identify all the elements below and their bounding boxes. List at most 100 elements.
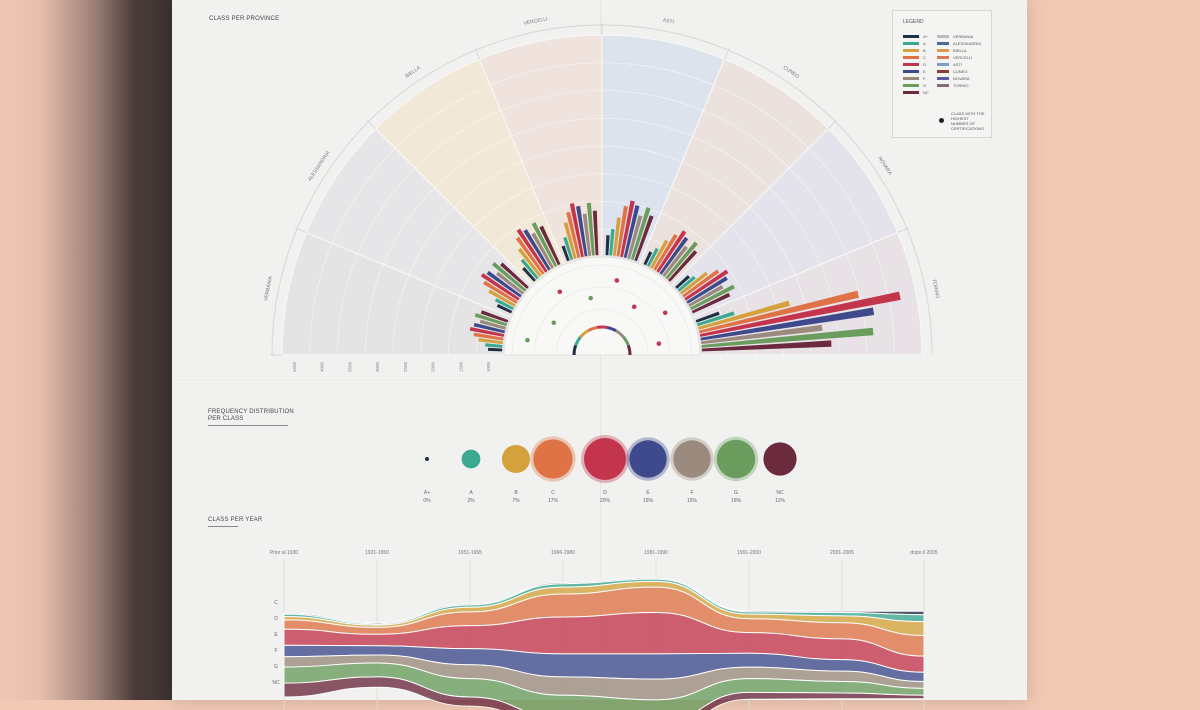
province-label: CUNEO <box>782 65 800 80</box>
legend-province-label: TORINO <box>953 83 968 88</box>
legend-class-label: D <box>923 62 926 67</box>
sector-tick <box>367 120 375 128</box>
dominant-class-dot <box>615 278 620 283</box>
legend-province-item: ALESSANDRIA <box>937 40 981 46</box>
period-label: 2001-2005 <box>830 550 854 556</box>
province-label: NOVARA <box>876 156 893 177</box>
class-name: C <box>533 489 573 497</box>
dominant-class-dot <box>663 310 668 315</box>
class-percent: 2% <box>451 497 491 505</box>
class-frequency-label: A+0% <box>407 489 447 505</box>
class-percent: 0% <box>407 497 447 505</box>
legend-swatch <box>903 84 919 87</box>
stream-class-letter: NC <box>272 680 280 686</box>
class-bubble <box>629 440 666 477</box>
province-label: TORINO <box>931 279 941 299</box>
axis-tick-label: 3500 <box>347 361 352 372</box>
class-name: D <box>585 489 625 497</box>
legend-swatch <box>937 49 949 52</box>
legend-class-item: E <box>903 68 926 74</box>
legend-class-label: NC <box>923 90 929 95</box>
legend-swatch <box>937 42 949 45</box>
legend-swatch <box>903 77 919 80</box>
background-shadow <box>0 0 172 700</box>
legend-province-label: ASTI <box>953 62 962 67</box>
legend-class-item: C <box>903 54 926 60</box>
axis-tick-label: 3000 <box>375 361 380 372</box>
legend-class-label: A <box>923 41 926 46</box>
sector-tick <box>828 120 836 128</box>
dominant-class-dot <box>657 341 662 346</box>
legend-swatch <box>903 42 919 45</box>
class-name: G <box>716 489 756 497</box>
class-name: E <box>628 489 668 497</box>
class-name: A <box>451 489 491 497</box>
legend-class-item: A <box>903 40 926 46</box>
legend-province-item: VERCELLI <box>937 54 972 60</box>
legend-swatch <box>903 63 919 66</box>
class-percent: 7% <box>496 497 536 505</box>
legend-province-item: VERBANIA <box>937 33 973 39</box>
axis-tick-label: 4000 <box>320 361 325 372</box>
legend-class-item: D <box>903 61 926 67</box>
legend-class-label: C <box>923 55 926 60</box>
legend-province-item: ASTI <box>937 61 962 67</box>
legend-class-label: E <box>923 69 926 74</box>
legend-province-label: CUNEO <box>953 69 967 74</box>
legend-class-item: NC <box>903 89 929 95</box>
legend-class-item: G <box>903 82 926 88</box>
section-rule <box>208 425 288 426</box>
class-percent: 15% <box>628 497 668 505</box>
province-label: VERBANIA <box>263 275 274 302</box>
class-percent: 20% <box>585 497 625 505</box>
class-bubble <box>673 440 710 477</box>
period-label: dopo il 2005 <box>910 550 937 556</box>
class-name: A+ <box>407 489 447 497</box>
legend-swatch <box>903 56 919 59</box>
dominant-class-dot <box>551 320 556 325</box>
stream-class-letter: F <box>274 648 277 654</box>
axis-tick-label: 1500 <box>458 361 463 372</box>
legend-province-label: ALESSANDRIA <box>953 41 981 46</box>
legend-note: CLASS WITH THE HIGHEST NUMBER OF CERTIFI… <box>951 111 987 131</box>
province-label: BIELLA <box>404 65 422 80</box>
class-bubble <box>462 450 481 469</box>
period-label: 1931-1950 <box>365 550 389 556</box>
axis-tick-label: 2500 <box>403 361 408 372</box>
class-bubble <box>584 438 626 480</box>
class-name: B <box>496 489 536 497</box>
period-label: 1951-1965 <box>458 550 482 556</box>
class-bubble <box>763 442 796 475</box>
class-name: NC <box>760 489 800 497</box>
class-bubble <box>502 445 530 473</box>
legend-class-item: F <box>903 75 925 81</box>
stream-class-letter: C <box>274 600 278 606</box>
class-percent: 11% <box>760 497 800 505</box>
class-name: F <box>672 489 712 497</box>
axis-tick-label: 4500 <box>292 361 297 372</box>
stream-class-letter: G <box>274 664 278 670</box>
legend-province-item: BIELLA <box>937 47 967 53</box>
legend-swatch <box>937 56 949 59</box>
dominant-class-dot <box>588 296 593 301</box>
legend-swatch <box>903 35 919 38</box>
legend-swatch <box>937 63 949 66</box>
axis-tick-label: 2000 <box>431 361 436 372</box>
legend-province-label: VERCELLI <box>953 55 972 60</box>
frequency-bubble-chart <box>172 430 1027 490</box>
province-label: ASTI <box>662 18 674 26</box>
center-ring-segment <box>628 345 630 355</box>
period-label: Prior al 1930 <box>270 550 299 556</box>
province-label: VERCELLI <box>523 16 548 27</box>
frequency-section-title: FREQUENCY DISTRIBUTION PER CLASS <box>208 409 308 423</box>
class-percent: 17% <box>533 497 573 505</box>
